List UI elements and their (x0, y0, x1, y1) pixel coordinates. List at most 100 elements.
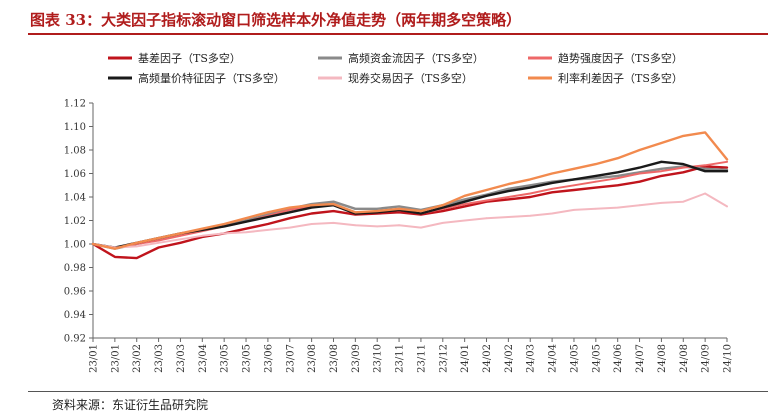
data-point (223, 225, 226, 228)
y-tick-label: 1.10 (64, 122, 86, 133)
data-point (573, 209, 575, 211)
data-point (726, 158, 728, 161)
data-point (507, 196, 510, 198)
data-point (398, 207, 400, 210)
data-point (529, 196, 532, 198)
data-point (529, 192, 532, 195)
data-point (682, 171, 685, 174)
y-tick-label: 0.94 (64, 310, 86, 321)
figure-title: 图表 33：大类因子指标滚动窗口筛选样本外净值走势（两年期多空策略） (30, 11, 522, 29)
x-tick-label: 24/02 (504, 344, 515, 373)
data-point (726, 205, 728, 208)
data-point (660, 175, 663, 177)
series-layer (91, 131, 729, 260)
data-point (507, 216, 510, 218)
series-6 (91, 131, 729, 250)
data-point (463, 203, 466, 206)
data-point (529, 184, 532, 187)
data-point (594, 207, 597, 210)
data-point (726, 166, 728, 169)
data-point (616, 177, 619, 180)
series-2 (91, 165, 729, 250)
data-point (594, 163, 597, 165)
data-point (638, 180, 641, 183)
data-point (638, 149, 641, 151)
data-point (135, 257, 138, 259)
y-tick-label: 1.12 (64, 99, 86, 110)
x-tick-label: 23/06 (263, 344, 274, 373)
data-point (441, 206, 444, 209)
y-tick-label: 1.08 (64, 146, 86, 157)
data-point (354, 211, 357, 214)
series-5 (92, 192, 728, 249)
x-tick-label: 24/09 (701, 344, 712, 373)
x-tick-label: 24/10 (723, 344, 734, 373)
legend-label-5: 现券交易因子（TS多空） (348, 71, 473, 85)
data-point (551, 212, 553, 215)
data-point (660, 202, 663, 204)
y-tick-label: 0.96 (64, 287, 86, 298)
x-tick-label: 24/05 (569, 344, 580, 373)
data-point (660, 160, 663, 163)
data-point (245, 220, 247, 223)
data-point (245, 231, 247, 234)
data-point (485, 199, 488, 202)
data-point (551, 187, 553, 190)
data-point (551, 191, 553, 194)
data-point (354, 207, 357, 210)
data-point (135, 245, 138, 248)
data-point (441, 204, 444, 207)
data-point (157, 237, 160, 240)
x-tick-label: 23/11 (416, 344, 427, 373)
data-point (310, 206, 313, 209)
data-point (201, 234, 204, 237)
data-point (310, 212, 313, 215)
x-tick-label: 24/01 (460, 344, 471, 373)
data-point (441, 222, 444, 224)
data-point (179, 241, 182, 244)
y-tick-label: 1.06 (64, 169, 86, 180)
data-point (463, 205, 466, 208)
data-point (638, 204, 641, 207)
x-tick-label: 23/04 (198, 344, 209, 373)
data-point (463, 219, 466, 222)
source-note: 资料来源：东证衍生品研究院 (52, 398, 209, 412)
data-point (135, 241, 138, 244)
data-point (551, 172, 553, 175)
data-point (485, 189, 488, 191)
x-tick-label: 24/04 (548, 344, 559, 373)
x-tick-label: 23/03 (154, 344, 165, 373)
data-point (420, 210, 422, 213)
data-point (201, 227, 204, 230)
data-point (682, 200, 685, 203)
data-point (157, 246, 160, 249)
series-line (91, 165, 729, 260)
x-tick-label: 24/02 (482, 344, 493, 373)
y-tick-label: 1.02 (64, 216, 86, 227)
data-point (114, 247, 116, 250)
x-tick-label: 23/03 (176, 344, 187, 373)
data-point (332, 222, 335, 224)
data-point (420, 212, 422, 215)
data-point (354, 224, 357, 227)
data-point (114, 256, 116, 258)
x-tick-label: 23/02 (132, 344, 143, 373)
legend-label-3: 趋势强度因子（TS多空） (558, 51, 683, 65)
data-point (704, 167, 706, 170)
x-axis: 23/01 23/01 23/02 23/03 23/03 23/04 23/05 23/05… (89, 337, 734, 373)
x-tick-label: 23/08 (329, 344, 340, 373)
x-tick-label: 24/03 (526, 344, 537, 373)
data-point (616, 175, 619, 177)
data-point (376, 225, 379, 228)
x-tick-label: 24/07 (635, 344, 646, 373)
data-point (332, 210, 335, 213)
legend-label-4: 高频量价特征因子（TS多空） (138, 71, 285, 85)
data-point (551, 182, 553, 184)
x-tick-label: 23/08 (307, 344, 318, 373)
data-point (267, 229, 269, 231)
series-line (92, 160, 728, 249)
data-point (223, 232, 226, 235)
data-point (398, 211, 400, 214)
x-tick-label: 23/11 (395, 344, 406, 373)
title-divider (28, 33, 768, 35)
